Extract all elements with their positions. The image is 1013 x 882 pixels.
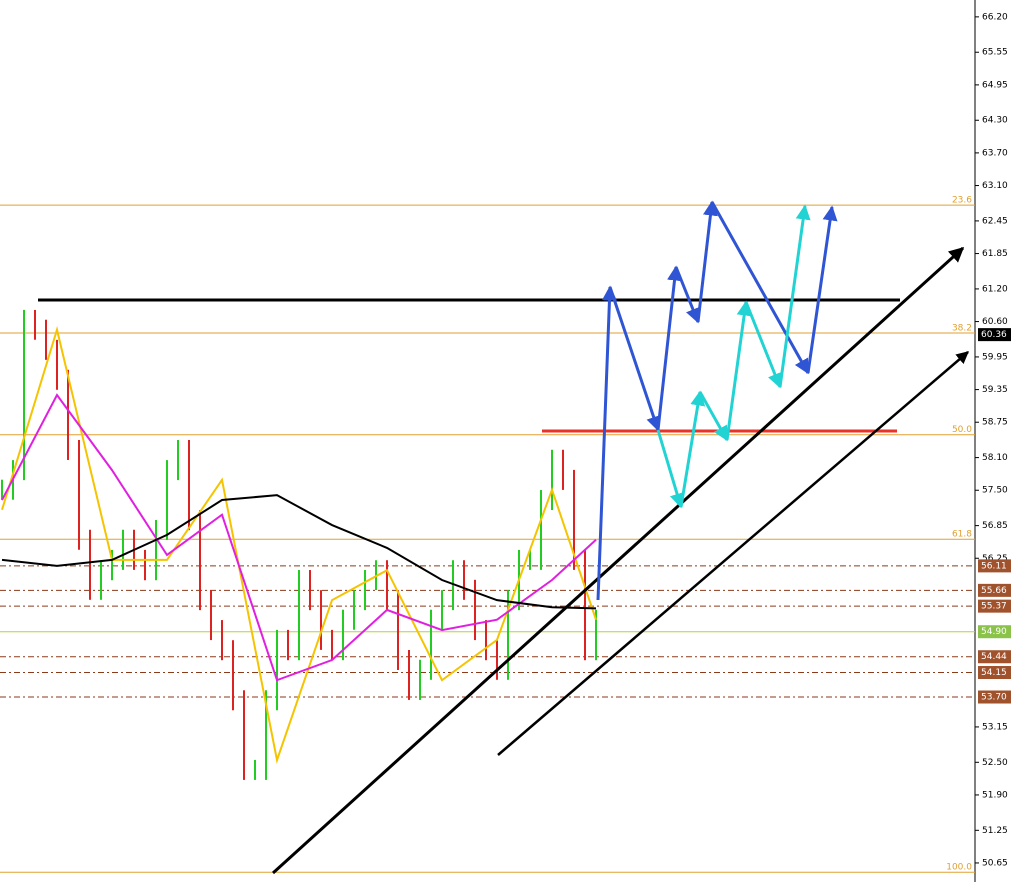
price-tag-label: 60.36 — [981, 330, 1007, 340]
y-tick-label: 64.95 — [982, 80, 1008, 90]
price-tag-label: 56.11 — [981, 561, 1007, 571]
y-tick-label: 56.85 — [982, 521, 1008, 531]
fib-label: 61.8 — [952, 530, 972, 540]
y-tick-label: 59.95 — [982, 352, 1008, 362]
projection-arrow — [656, 429, 685, 509]
price-tag — [978, 583, 1011, 597]
price-tag — [978, 559, 1011, 573]
y-tick-label: 66.20 — [982, 12, 1008, 22]
y-tick-label: 52.50 — [982, 758, 1008, 768]
price-tag-label: 54.44 — [981, 652, 1007, 662]
fib-label: 38.2 — [952, 323, 972, 333]
y-tick-label: 61.20 — [982, 284, 1008, 294]
y-tick-label: 63.70 — [982, 148, 1008, 158]
y-tick-label: 62.45 — [982, 216, 1008, 226]
projection-arrow — [679, 390, 706, 508]
price-tag-label: 55.37 — [981, 602, 1007, 612]
projection-arrow — [698, 391, 729, 442]
y-tick-label: 60.60 — [982, 317, 1008, 327]
y-tick-label: 56.25 — [982, 554, 1008, 564]
price-tag — [978, 328, 1011, 342]
projection-arrow — [806, 205, 838, 374]
price-tag — [978, 690, 1011, 704]
fib-label: 23.6 — [952, 196, 972, 206]
y-tick-label: 59.35 — [982, 385, 1008, 395]
y-tick-label: 50.65 — [982, 858, 1008, 868]
price-tag — [978, 650, 1011, 664]
projection-arrow — [778, 204, 811, 388]
price-tag-label: 54.15 — [981, 668, 1007, 678]
price-tag — [978, 666, 1011, 680]
trend-line — [497, 351, 969, 756]
price-tag — [978, 599, 1011, 613]
projection-arrow — [656, 265, 682, 431]
y-tick-label: 63.10 — [982, 181, 1008, 191]
projection-arrow — [696, 200, 718, 323]
projection-arrow — [674, 266, 700, 324]
y-tick-label: 64.30 — [982, 116, 1008, 126]
y-tick-label: 58.10 — [982, 453, 1008, 463]
projection-arrow — [744, 301, 782, 389]
moving-average — [1, 494, 597, 610]
price-tag-label: 54.90 — [981, 627, 1007, 637]
trend-line — [271, 246, 965, 875]
price-tag-label: 53.70 — [981, 693, 1007, 703]
projection-arrow — [596, 285, 617, 601]
y-tick-label: 58.75 — [982, 418, 1008, 428]
fib-label: 100.0 — [946, 863, 972, 873]
projection-arrow — [725, 300, 752, 441]
fib-label: 50.0 — [952, 425, 972, 435]
y-tick-label: 51.25 — [982, 826, 1008, 836]
price-tag — [978, 625, 1011, 639]
y-tick-label: 65.55 — [982, 48, 1008, 58]
projection-arrow — [608, 286, 661, 432]
projection-arrow — [710, 201, 810, 375]
moving-average — [1, 325, 597, 764]
y-tick-label: 53.15 — [982, 722, 1008, 732]
price-tag-label: 55.66 — [981, 586, 1007, 596]
y-tick-label: 57.50 — [982, 486, 1008, 496]
y-tick-label: 61.85 — [982, 249, 1008, 259]
moving-average — [1, 393, 597, 682]
y-tick-label: 51.90 — [982, 790, 1008, 800]
